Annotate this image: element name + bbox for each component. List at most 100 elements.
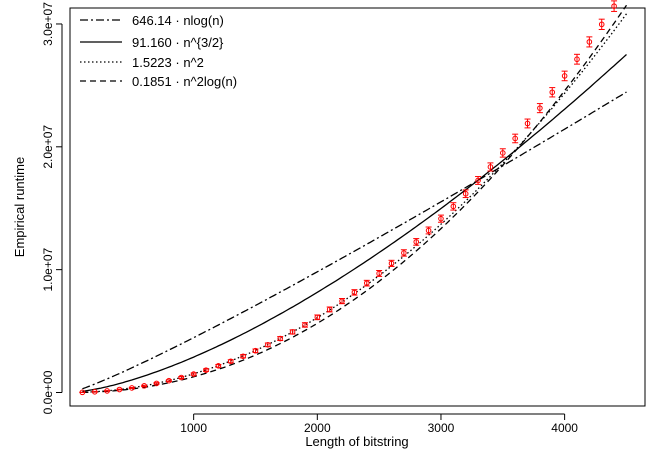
data-point — [413, 238, 420, 246]
data-point-marker — [499, 150, 506, 156]
data-point-marker — [487, 164, 494, 170]
y-tick-label: 1.0e+07 — [41, 247, 55, 291]
legend-label-nlogn: 646.14 · nlog(n) — [132, 13, 224, 28]
data-point — [450, 202, 457, 211]
data-point — [141, 383, 148, 389]
data-point — [215, 363, 222, 369]
data-point-marker — [462, 190, 469, 197]
data-point-marker — [141, 383, 147, 389]
data-point — [425, 226, 432, 235]
legend-label-n2logn: 0.1851 · n^2log(n) — [132, 74, 237, 89]
data-point — [487, 162, 494, 172]
legend-label-n2: 1.5223 · n^2 — [132, 55, 204, 70]
data-point-marker — [178, 374, 185, 381]
data-point — [437, 214, 444, 223]
data-point-marker — [227, 358, 234, 365]
data-point-marker — [438, 215, 444, 222]
data-point — [326, 306, 333, 313]
data-point — [178, 374, 185, 381]
x-tick-label: 4000 — [551, 421, 578, 435]
legend-label-n15: 91.160 · n^{3/2} — [132, 35, 224, 50]
fit-curve-n2logn — [82, 4, 628, 394]
data-point — [611, 0, 618, 12]
data-point — [252, 347, 259, 354]
x-tick-label: 3000 — [428, 421, 455, 435]
data-point — [339, 298, 346, 305]
data-point-marker — [351, 289, 358, 296]
y-tick-label: 3.0e+07 — [41, 2, 55, 46]
y-tick-label: 2.0e+07 — [41, 125, 55, 169]
data-point — [277, 335, 284, 342]
data-point-marker — [339, 298, 345, 304]
data-point-marker — [277, 335, 284, 342]
data-point-marker — [166, 377, 172, 384]
data-point — [153, 380, 160, 387]
data-point — [351, 289, 358, 296]
y-tick-label: 0.0e+00 — [41, 370, 55, 414]
fit-curve-n15 — [82, 54, 627, 393]
data-point-marker — [190, 371, 197, 377]
data-point — [400, 249, 407, 257]
legend-label-nlogn-text: 646.14 · nlog(n) — [132, 13, 224, 28]
data-point-marker — [265, 342, 271, 348]
data-point — [363, 279, 370, 287]
data-point — [549, 87, 556, 98]
data-point-marker — [79, 389, 86, 396]
fit-curves — [82, 4, 628, 394]
data-point — [128, 385, 135, 391]
x-tick-label: 1000 — [180, 421, 207, 435]
data-point — [536, 103, 543, 114]
axes: 1000 2000 3000 4000 0.0e+00 1.0e+07 2.0e+07 3.0… — [41, 2, 578, 435]
data-point-marker — [153, 380, 160, 387]
data-point — [104, 388, 111, 394]
data-point — [165, 377, 172, 384]
data-point-marker — [549, 89, 556, 96]
data-point-marker — [537, 105, 543, 111]
legend-label-n2logn-text: 0.1851 · n^2log(n) — [132, 74, 237, 89]
data-point — [462, 189, 469, 199]
data-point — [289, 329, 296, 335]
data-point-marker — [475, 177, 481, 184]
data-point — [227, 358, 234, 365]
data-point — [203, 367, 210, 373]
data-point — [301, 322, 308, 328]
data-point-marker — [116, 386, 123, 393]
data-point-marker — [302, 322, 308, 328]
data-point-marker — [129, 385, 135, 391]
data-point-marker — [512, 135, 518, 142]
data-point — [512, 133, 519, 144]
legend-label-n15-text: 91.160 · n^{3/2} — [132, 35, 224, 50]
data-point-marker — [289, 329, 296, 335]
data-point-marker — [388, 260, 395, 267]
data-point-marker — [561, 73, 568, 79]
data-point — [524, 118, 531, 129]
data-point — [376, 270, 383, 277]
data-point — [475, 176, 482, 185]
fit-curve-nlogn — [82, 91, 627, 390]
data-point-marker — [425, 227, 432, 234]
y-axis-label: Empirical runtime — [12, 157, 27, 257]
data-point-marker — [450, 203, 457, 210]
data-point-marker — [252, 347, 259, 354]
data-point — [598, 18, 605, 30]
data-point-marker — [104, 388, 110, 394]
data-point-marker — [314, 314, 321, 321]
data-points — [79, 0, 618, 396]
data-point-marker — [401, 250, 407, 256]
data-point-marker — [586, 39, 593, 45]
data-point-marker — [413, 239, 420, 245]
data-point — [116, 386, 123, 393]
data-point-marker — [215, 363, 222, 369]
x-axis-label: Length of bitstring — [305, 434, 408, 449]
data-point — [91, 389, 98, 395]
data-point-marker — [598, 21, 605, 28]
data-point — [190, 371, 197, 377]
data-point — [314, 314, 321, 321]
data-point — [79, 389, 86, 396]
x-tick-label: 2000 — [304, 421, 331, 435]
data-point — [388, 259, 395, 267]
legend-label-n2-text: 1.5223 · n^2 — [132, 55, 204, 70]
data-point-marker — [524, 120, 531, 127]
plot-frame — [69, 7, 646, 407]
